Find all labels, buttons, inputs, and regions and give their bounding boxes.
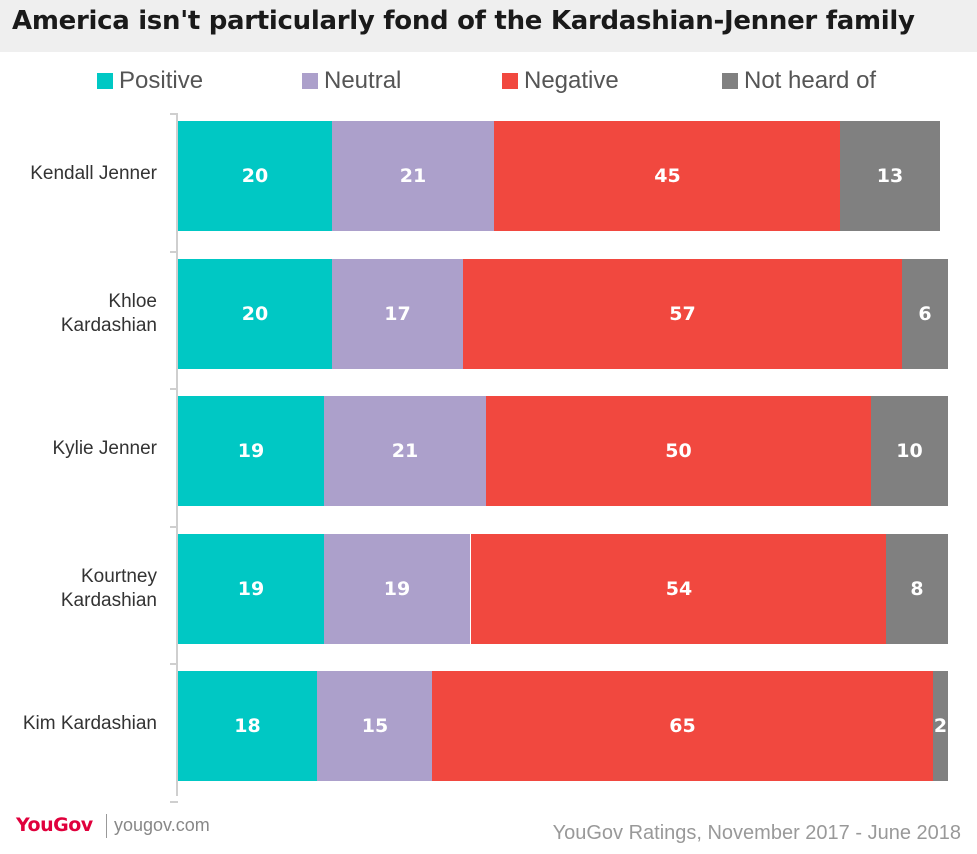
bar-kim-kardashian-positive: 18 [178, 671, 317, 781]
legend-label-not-heard-of: Not heard of [744, 67, 877, 94]
bar-kourtney-kardashian-positive: 19 [178, 534, 324, 644]
yougov-logo: YouGov [16, 814, 93, 836]
bar-kim-kardashian-negative: 65 [432, 671, 933, 781]
data-label-kim-kardashian-negative: 65 [669, 715, 696, 737]
data-label-kendall-jenner-negative: 45 [654, 165, 681, 187]
data-label-kylie-jenner-negative: 50 [665, 440, 692, 462]
legend-item-not-heard-of: Not heard of [722, 64, 876, 98]
data-label-kylie-jenner-not-heard-of: 10 [896, 440, 923, 462]
legend-swatch-neutral [302, 73, 318, 89]
y-axis-line [176, 113, 178, 796]
legend-label-positive: Positive [119, 67, 204, 94]
data-label-kendall-jenner-positive: 20 [241, 165, 269, 187]
bar-kourtney-kardashian-negative: 54 [471, 534, 887, 644]
data-label-kylie-jenner-neutral: 21 [391, 440, 419, 462]
data-label-khloe-kardashian-not-heard-of: 6 [918, 303, 932, 325]
legend-item-positive: Positive [97, 64, 203, 98]
bar-kourtney-kardashian-not-heard-of: 8 [886, 534, 948, 644]
axis-tick [170, 663, 178, 665]
data-label-khloe-kardashian-neutral: 17 [384, 303, 411, 325]
footer-site: yougov.com [114, 815, 210, 835]
legend-label-negative: Negative [524, 67, 619, 94]
category-label-kim-kardashian: Kim Kardashian [22, 713, 157, 734]
data-label-kylie-jenner-positive: 19 [237, 440, 265, 462]
data-label-kourtney-kardashian-positive: 19 [237, 578, 265, 600]
bar-kendall-jenner-not-heard-of: 13 [840, 121, 940, 231]
bar-kylie-jenner-not-heard-of: 10 [871, 396, 948, 506]
legend-swatch-not-heard-of [722, 73, 738, 89]
data-label-kim-kardashian-positive: 18 [234, 715, 261, 737]
bar-khloe-kardashian-positive: 20 [178, 259, 332, 369]
legend-label-neutral: Neutral [324, 67, 402, 94]
bar-kylie-jenner-negative: 50 [486, 396, 871, 506]
data-label-khloe-kardashian-positive: 20 [241, 303, 269, 325]
data-label-kendall-jenner-not-heard-of: 13 [876, 165, 904, 187]
title-bar: America isn't particularly fond of the K… [0, 0, 977, 52]
data-label-kourtney-kardashian-not-heard-of: 8 [910, 578, 924, 600]
bar-kendall-jenner-positive: 20 [178, 121, 332, 231]
bar-khloe-kardashian-not-heard-of: 6 [902, 259, 948, 369]
legend-swatch-negative [502, 73, 518, 89]
axis-tick [170, 801, 178, 803]
axis-tick [170, 251, 178, 253]
bar-kim-kardashian-not-heard-of: 2 [933, 671, 948, 781]
chart-title: America isn't particularly fond of the K… [12, 6, 915, 36]
footer-separator [106, 814, 107, 838]
bar-kendall-jenner-neutral: 21 [332, 121, 494, 231]
data-label-khloe-kardashian-negative: 57 [669, 303, 696, 325]
data-label-kim-kardashian-not-heard-of: 2 [933, 715, 948, 737]
bar-kendall-jenner-negative: 45 [494, 121, 841, 231]
category-label-kylie-jenner: Kylie Jenner [52, 438, 157, 459]
bar-kim-kardashian-neutral: 15 [317, 671, 433, 781]
category-label-kourtney-kardashian: Kourtney Kardashian [60, 566, 157, 611]
bar-khloe-kardashian-neutral: 17 [332, 259, 463, 369]
legend-swatch-positive [97, 73, 113, 89]
data-label-kim-kardashian-neutral: 15 [361, 715, 389, 737]
axis-tick [170, 388, 178, 390]
bar-kylie-jenner-positive: 19 [178, 396, 324, 506]
legend-item-negative: Negative [502, 64, 619, 98]
category-label-khloe-kardashian: Khloe Kardashian [60, 291, 157, 336]
data-label-kourtney-kardashian-neutral: 19 [383, 578, 411, 600]
data-label-kendall-jenner-neutral: 21 [399, 165, 427, 187]
category-label-kendall-jenner: Kendall Jenner [30, 163, 157, 184]
bar-khloe-kardashian-negative: 57 [463, 259, 902, 369]
source-note: YouGov Ratings, November 2017 - June 201… [552, 822, 961, 844]
axis-tick [170, 113, 178, 115]
bar-kourtney-kardashian-neutral: 19 [324, 534, 470, 644]
legend: Positive Neutral Negative Not heard of [0, 64, 977, 98]
axis-tick [170, 526, 178, 528]
data-label-kourtney-kardashian-negative: 54 [665, 578, 693, 600]
legend-item-neutral: Neutral [302, 64, 401, 98]
bar-kylie-jenner-neutral: 21 [324, 396, 486, 506]
